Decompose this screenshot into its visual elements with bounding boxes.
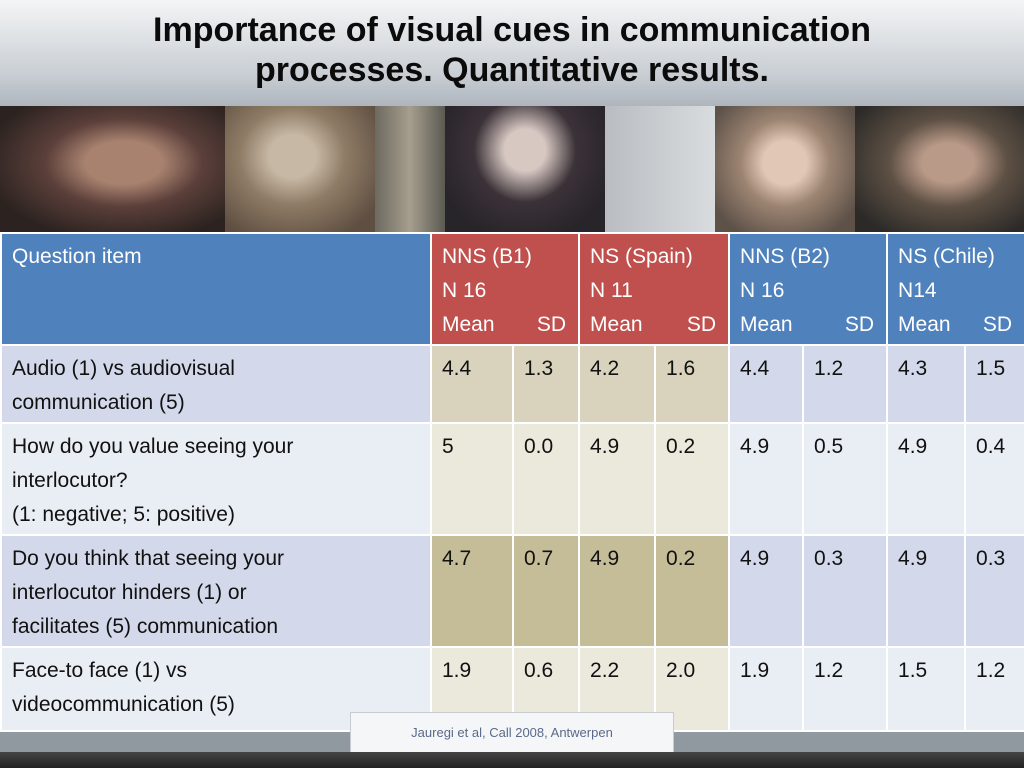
column-header-ns-chile: NS (Chile) N14 Mean SD [886,232,1024,346]
mean-cell: 4.3 [886,344,967,424]
mean-cell: 4.4 [430,344,514,424]
column-header-nns-b2: NNS (B2) N 16 Mean SD [728,232,889,346]
sd-label: SD [982,313,1013,336]
sd-cell: 1.2 [964,646,1024,732]
question-text: Do you think that seeing your [12,547,284,570]
citation-box: Jauregi et al, Call 2008, Antwerpen [350,712,674,754]
video-participants-photo-strip [0,106,1024,232]
group-n: N14 [898,279,937,302]
group-name: NS (Spain) [590,245,693,268]
mean-cell: 4.2 [578,344,657,424]
column-header-ns-spain: NS (Spain) N 11 Mean SD [578,232,731,346]
sd-cell: 1.2 [802,344,889,424]
sd-cell: 0.2 [654,534,731,648]
sd-label: SD [686,313,717,336]
title-bar: Importance of visual cues in communicati… [0,0,1024,106]
group-n: N 16 [740,279,785,302]
mean-cell: 4.4 [728,344,805,424]
mean-cell: 4.9 [886,534,967,648]
group-n: N 16 [442,279,487,302]
table-row: Audio (1) vs audiovisual communication (… [0,344,1024,424]
sd-cell: 2.0 [654,646,731,732]
table-header-row: Question item NNS (B1) N 16 Mean SD NS (S… [0,232,1024,346]
background-photo [375,106,445,232]
group-name: NNS (B1) [442,245,532,268]
question-cell: How do you value seeing your interlocuto… [0,422,432,536]
participant-photo [445,106,605,232]
sd-cell: 0.3 [964,534,1024,648]
question-text: Audio (1) vs audiovisual [12,357,235,380]
sd-cell: 0.3 [802,534,889,648]
slide-title-line-2: processes. Quantitative results. [255,51,769,89]
sd-cell: 1.6 [654,344,731,424]
mean-cell: 5 [430,422,514,536]
column-header-nns-b1: NNS (B1) N 16 Mean SD [429,232,581,346]
group-n: N 11 [590,279,633,302]
sd-cell: 0.7 [511,534,581,648]
sd-cell: 0.2 [654,422,731,536]
video-control-bar [0,752,1024,768]
question-text: How do you value seeing your [12,435,294,458]
mean-cell: 1.5 [886,646,967,732]
question-cell: Face-to face (1) vs videocommunication (… [0,646,432,732]
participant-photo [715,106,855,232]
results-table: Question item NNS (B1) N 16 Mean SD NS (S… [0,232,1024,732]
group-name: NNS (B2) [740,245,830,268]
question-cell: Do you think that seeing your interlocut… [0,534,432,648]
question-text: facilitates (5) communication [12,615,279,638]
sd-cell: 0.4 [964,422,1024,536]
citation-text: Jauregi et al, Call 2008, Antwerpen [411,725,613,740]
mean-cell: 1.9 [728,646,805,732]
question-cell: Audio (1) vs audiovisual communication (… [0,344,432,424]
mean-label: Mean [590,313,643,336]
sd-label: SD [536,313,567,336]
mean-label: Mean [898,313,951,336]
slide-title-line-1: Importance of visual cues in communicati… [153,11,871,49]
mean-label: Mean [740,313,793,336]
question-text: Face-to face (1) vs [12,659,188,682]
question-text: interlocutor? [12,469,128,492]
participant-photo [855,106,1024,232]
table-row: Do you think that seeing your interlocut… [0,534,1024,648]
background-photo [605,106,715,232]
participant-photo [225,106,375,232]
mean-cell: 4.9 [578,422,657,536]
sd-label: SD [844,313,875,336]
column-header-question-label: Question item [12,245,142,268]
mean-label: Mean [442,313,495,336]
sd-cell: 1.5 [964,344,1024,424]
sd-cell: 0.5 [802,422,889,536]
group-name: NS (Chile) [898,245,995,268]
question-text: communication (5) [12,391,185,414]
mean-cell: 4.7 [430,534,514,648]
question-text: videocommunication (5) [12,693,235,716]
sd-cell: 1.2 [802,646,889,732]
column-header-question: Question item [0,232,432,346]
table-row: How do you value seeing your interlocuto… [0,422,1024,536]
question-text: interlocutor hinders (1) or [12,581,247,604]
sd-cell: 0.0 [511,422,581,536]
sd-cell: 1.3 [511,344,581,424]
participant-photo [0,106,225,232]
mean-cell: 4.9 [728,534,805,648]
mean-cell: 4.9 [886,422,967,536]
mean-cell: 4.9 [728,422,805,536]
slide-title: Importance of visual cues in communicati… [0,0,1024,90]
mean-cell: 4.9 [578,534,657,648]
question-text: (1: negative; 5: positive) [12,503,235,526]
